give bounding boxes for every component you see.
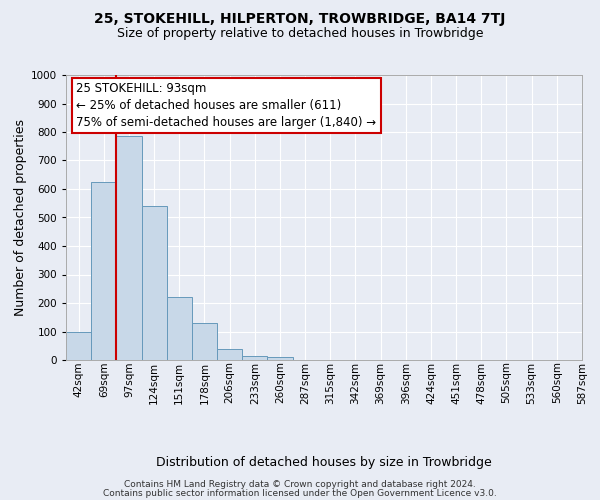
Bar	[66, 332, 91, 360]
Text: Contains HM Land Registry data © Crown copyright and database right 2024.: Contains HM Land Registry data © Crown c…	[124, 480, 476, 489]
Y-axis label: Number of detached properties: Number of detached properties	[14, 119, 26, 316]
X-axis label: Distribution of detached houses by size in Trowbridge: Distribution of detached houses by size …	[156, 456, 492, 469]
Bar	[242, 356, 268, 360]
Text: Contains public sector information licensed under the Open Government Licence v3: Contains public sector information licen…	[103, 489, 497, 498]
Text: 25, STOKEHILL, HILPERTON, TROWBRIDGE, BA14 7TJ: 25, STOKEHILL, HILPERTON, TROWBRIDGE, BA…	[94, 12, 506, 26]
Bar	[217, 348, 242, 360]
Text: Size of property relative to detached houses in Trowbridge: Size of property relative to detached ho…	[117, 28, 483, 40]
Bar	[192, 323, 217, 360]
Bar	[142, 206, 167, 360]
Text: 25 STOKEHILL: 93sqm
← 25% of detached houses are smaller (611)
75% of semi-detac: 25 STOKEHILL: 93sqm ← 25% of detached ho…	[76, 82, 376, 129]
Bar	[91, 182, 116, 360]
Bar	[268, 357, 293, 360]
Bar	[167, 298, 192, 360]
Bar	[116, 136, 142, 360]
